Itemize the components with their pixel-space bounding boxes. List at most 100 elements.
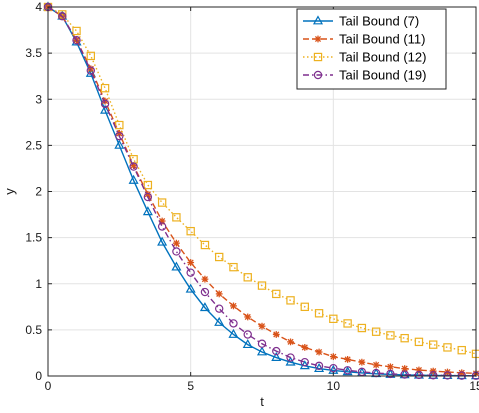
data-point [414, 370, 424, 380]
axis-ticks: 0 5 10 15 0 0.5 1 1.5 2 2.5 3 3.5 4 [25, 0, 479, 393]
data-point [429, 340, 438, 349]
y-tick-label: 3 [35, 92, 42, 106]
y-tick-label: 2.5 [25, 138, 42, 152]
data-point [215, 252, 224, 262]
data-point [285, 356, 296, 366]
data-point [429, 371, 438, 380]
data-point [186, 226, 195, 236]
data-point [443, 343, 452, 352]
data-point [457, 345, 466, 355]
data-point [200, 287, 210, 297]
x-tick-label: 0 [45, 379, 52, 393]
data-point [229, 319, 238, 328]
data-point [343, 319, 352, 328]
data-point [187, 259, 195, 266]
star-stroke [373, 361, 380, 368]
star-stroke [144, 191, 151, 198]
star-stroke [187, 259, 194, 266]
star-stroke [230, 302, 237, 309]
data-point [272, 346, 281, 356]
data-point [301, 344, 309, 351]
data-point [243, 330, 252, 339]
data-point [443, 371, 452, 380]
data-point [228, 328, 239, 338]
data-point [386, 369, 395, 379]
data-point [115, 131, 124, 141]
data-point [171, 261, 182, 271]
star-stroke [116, 130, 123, 137]
data-point [387, 363, 394, 371]
series-line [47, 6, 477, 355]
data-point [143, 192, 153, 202]
star-stroke [358, 359, 365, 366]
star-stroke [201, 276, 208, 283]
y-tick-label: 3.5 [25, 46, 42, 60]
star-stroke [330, 353, 337, 360]
legend-item: Tail Bound (12) [303, 50, 426, 65]
data-point [244, 313, 252, 321]
data-point [258, 322, 266, 330]
data-point [343, 366, 352, 375]
data-point [272, 289, 281, 299]
y-tick-label: 1 [35, 277, 42, 291]
legend-label: Tail Bound (7) [339, 14, 419, 29]
data-point [371, 327, 381, 336]
data-point [71, 36, 82, 46]
legend-item: Tail Bound (19) [303, 68, 426, 83]
legend-marker [314, 35, 322, 43]
data-point [172, 213, 181, 222]
star-stroke [458, 369, 465, 376]
series-line [47, 6, 477, 377]
data-point [329, 353, 337, 361]
data-point [115, 120, 124, 130]
data-point [386, 331, 395, 340]
y-tick-label: 4 [35, 0, 42, 14]
data-point [100, 83, 110, 93]
data-point [400, 370, 409, 379]
x-tick-label: 5 [187, 379, 194, 393]
x-tick-label: 15 [469, 379, 479, 393]
legend-marker [313, 70, 323, 80]
data-point [143, 180, 153, 190]
series-2 [44, 3, 479, 377]
y-tick-label: 0 [35, 369, 42, 383]
data-point [201, 275, 209, 283]
data-point [200, 240, 210, 250]
data-point [357, 323, 367, 333]
data-point [142, 206, 153, 216]
data-point [329, 314, 338, 324]
data-point [300, 357, 309, 367]
y-tick-label: 0.5 [25, 323, 42, 337]
data-point [172, 247, 181, 256]
data-point [286, 353, 295, 362]
data-point [86, 51, 95, 61]
data-point [157, 222, 167, 231]
star-stroke [273, 331, 280, 338]
data-point [173, 239, 180, 247]
data-point [329, 363, 338, 373]
y-tick-label: 2 [35, 185, 42, 199]
star-stroke [316, 348, 323, 356]
data-point [72, 26, 81, 36]
star-stroke [173, 240, 180, 247]
legend-marker [312, 15, 324, 25]
data-point [256, 346, 268, 356]
data-point [342, 366, 353, 376]
data-point [128, 174, 139, 184]
star-stroke [387, 363, 394, 370]
star-stroke [258, 323, 266, 330]
data-point [186, 268, 195, 277]
data-point [214, 316, 225, 326]
star-stroke [102, 98, 109, 105]
data-point [100, 99, 110, 109]
data-point [129, 162, 138, 171]
data-point [272, 331, 280, 338]
data-point [400, 333, 409, 343]
data-point [414, 337, 424, 347]
data-point [58, 12, 67, 21]
data-point [358, 358, 366, 366]
star-stroke [301, 344, 308, 351]
data-point [214, 304, 224, 313]
data-point [286, 296, 295, 305]
series-line [47, 6, 477, 377]
